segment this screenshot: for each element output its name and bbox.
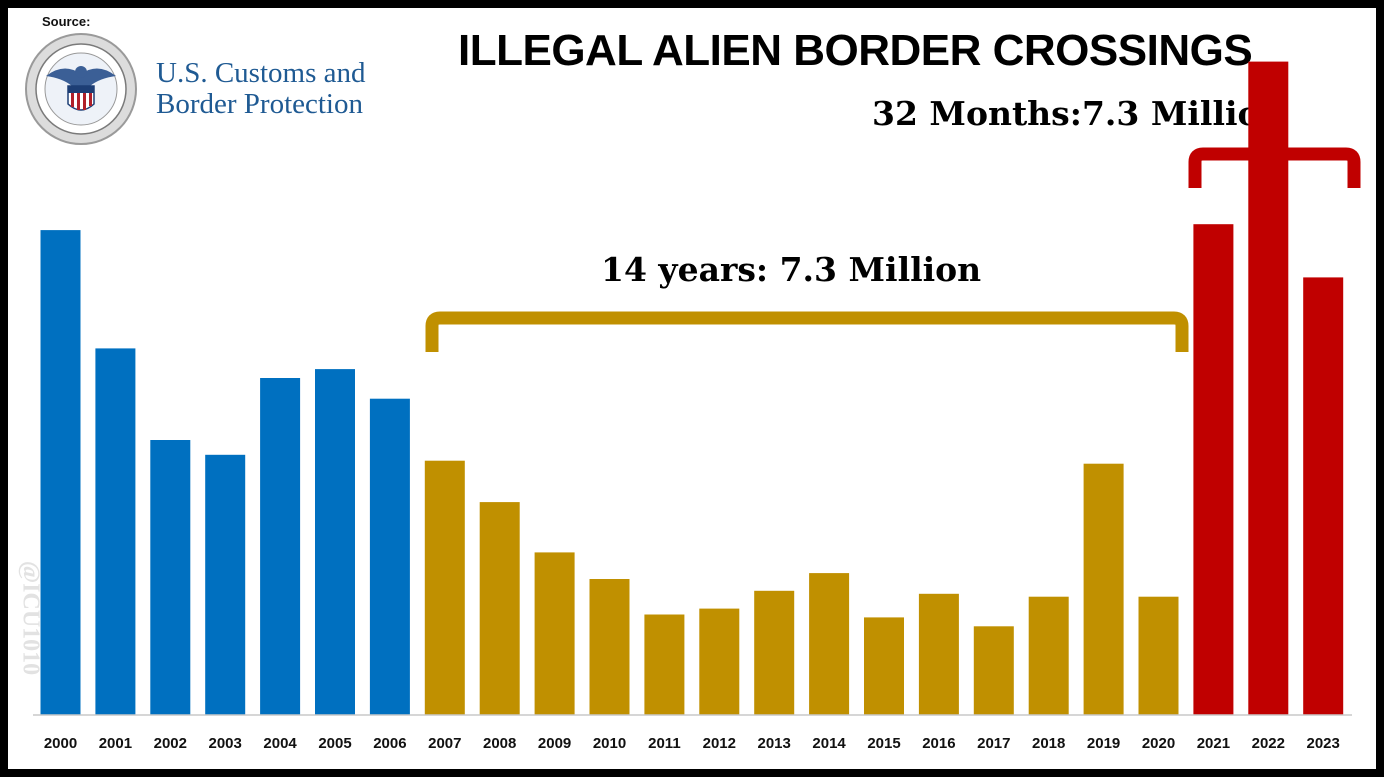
bar-2023 xyxy=(1303,277,1344,715)
bar-2004 xyxy=(260,378,301,715)
bar-2020 xyxy=(1138,596,1179,715)
x-tick-label-2017: 2017 xyxy=(977,735,1010,752)
x-tick-label-2016: 2016 xyxy=(922,735,955,752)
agency-line-1: U.S. Customs and xyxy=(156,57,366,89)
bar-2021 xyxy=(1193,224,1234,715)
bar-2017 xyxy=(973,626,1014,715)
bar-2010 xyxy=(589,579,630,715)
gold-bracket xyxy=(425,311,1189,352)
bar-2007 xyxy=(424,460,465,715)
bar-2003 xyxy=(205,454,246,715)
x-tick-label-2013: 2013 xyxy=(758,735,791,752)
x-tick-label-2004: 2004 xyxy=(263,735,297,752)
bar-2011 xyxy=(644,614,685,715)
bar-2001 xyxy=(95,348,136,715)
bar-2006 xyxy=(369,398,410,715)
bar-2009 xyxy=(534,552,575,715)
bar-2012 xyxy=(699,608,740,715)
source-label: Source: xyxy=(42,14,91,29)
x-tick-label-2000: 2000 xyxy=(44,735,77,752)
bar-2002 xyxy=(150,440,191,715)
agency-line-2: Border Protection xyxy=(156,88,363,120)
bar-2018 xyxy=(1028,596,1069,715)
annotation-32-months: 32 Months:7.3 Million xyxy=(872,94,1284,133)
x-tick-label-2008: 2008 xyxy=(483,735,516,752)
x-tick-label-2006: 2006 xyxy=(373,735,406,752)
x-tick-label-2020: 2020 xyxy=(1142,735,1175,752)
x-tick-label-2002: 2002 xyxy=(154,735,187,752)
bar-2005 xyxy=(315,369,355,715)
annotation-14-years: 14 years: 7.3 Million xyxy=(601,250,982,289)
x-tick-label-2022: 2022 xyxy=(1252,735,1285,752)
x-tick-label-2010: 2010 xyxy=(593,735,626,752)
bar-2008 xyxy=(479,502,520,715)
x-tick-label-2019: 2019 xyxy=(1087,735,1120,752)
x-tick-label-2003: 2003 xyxy=(209,735,242,752)
bar-2013 xyxy=(754,590,795,715)
bar-2016 xyxy=(918,593,959,715)
x-tick-label-2005: 2005 xyxy=(318,735,351,752)
bar-2000 xyxy=(40,230,81,715)
x-tick-label-2015: 2015 xyxy=(867,735,900,752)
bar-2015 xyxy=(864,617,904,715)
x-tick-label-2012: 2012 xyxy=(703,735,736,752)
x-tick-label-2018: 2018 xyxy=(1032,735,1065,752)
bar-2022 xyxy=(1248,61,1289,716)
bar-2019 xyxy=(1083,463,1124,715)
x-tick-label-2007: 2007 xyxy=(428,735,461,752)
agency-name: U.S. Customs and Border Protection xyxy=(156,58,365,120)
x-tick-label-2009: 2009 xyxy=(538,735,571,752)
x-tick-label-2023: 2023 xyxy=(1307,735,1340,752)
x-tick-label-2011: 2011 xyxy=(648,735,681,752)
x-tick-label-2001: 2001 xyxy=(99,735,132,752)
cbp-seal-logo xyxy=(25,33,137,145)
x-tick-label-2021: 2021 xyxy=(1197,735,1230,752)
bar-2014 xyxy=(809,573,850,715)
chart-title: ILLEGAL ALIEN BORDER CROSSINGS xyxy=(458,26,1253,75)
x-tick-label-2014: 2014 xyxy=(812,735,846,752)
